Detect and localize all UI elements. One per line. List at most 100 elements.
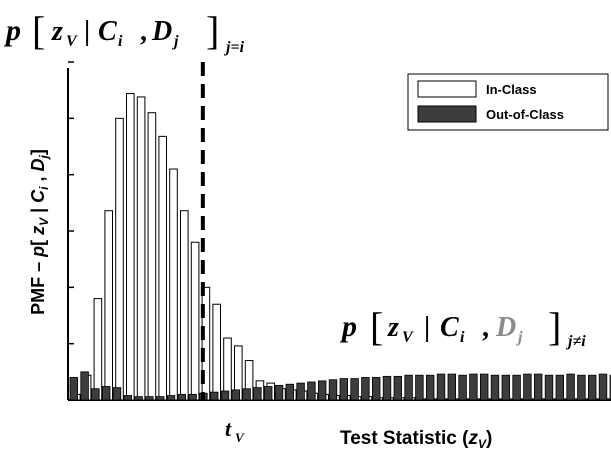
in-class-annotation: p [ z V | C i , D j ] j=i — [3, 8, 245, 56]
in-class-bars — [72, 93, 610, 401]
svg-text:,: , — [140, 16, 147, 47]
y-axis-ticks — [68, 61, 74, 345]
out-of-class-bar — [145, 396, 154, 401]
out-of-class-bar — [231, 389, 240, 401]
out-of-class-bar — [479, 373, 489, 401]
svg-text:D: D — [151, 16, 172, 47]
svg-text:V: V — [66, 33, 78, 50]
in-class-bar — [147, 112, 157, 401]
out-of-class-bar — [285, 383, 294, 401]
out-of-class-bar — [188, 393, 197, 401]
out-of-class-bar — [393, 375, 402, 401]
out-of-class-bar — [102, 386, 111, 401]
out-of-class-bar — [350, 378, 359, 401]
legend-label-out-of-class: Out-of-Class — [486, 107, 564, 122]
out-of-class-bar — [415, 374, 424, 401]
svg-text:[: [ — [370, 304, 383, 349]
out-of-class-bar — [404, 374, 413, 401]
svg-text:j: j — [515, 329, 523, 346]
out-of-class-bar — [501, 374, 510, 401]
out-of-class-bar — [566, 373, 575, 401]
out-of-class-bar — [436, 373, 446, 401]
svg-text:]: ] — [206, 8, 219, 53]
out-of-class-bar — [307, 381, 316, 401]
out-of-class-bar — [523, 373, 532, 401]
legend-swatch-in-class — [417, 80, 477, 98]
svg-text:i: i — [460, 329, 465, 346]
svg-text:]: ] — [548, 304, 561, 349]
out-of-class-bar — [177, 393, 186, 401]
legend-swatch-out-of-class — [417, 105, 477, 123]
out-of-class-bar — [447, 373, 456, 401]
svg-text:p: p — [3, 14, 21, 47]
out-of-class-bar — [112, 387, 122, 401]
svg-text:Test Statistic (zV): Test Statistic (zV) — [340, 428, 492, 451]
out-of-class-bar — [469, 373, 478, 401]
in-class-bar — [158, 135, 167, 401]
out-of-class-bar — [166, 395, 176, 401]
svg-text:j: j — [171, 33, 179, 50]
in-class-bar — [104, 210, 114, 401]
out-of-class-bar — [253, 387, 262, 401]
out-of-class-bar — [544, 374, 554, 401]
svg-text:,: , — [482, 312, 489, 343]
out-of-class-bar — [382, 375, 392, 401]
svg-text:|: | — [424, 312, 430, 343]
y-axis-label: PMF – p[ zV | Ci , Dj] — [28, 149, 51, 315]
out-of-class-bar — [220, 390, 230, 401]
out-of-class-bar — [91, 388, 100, 401]
in-class-bar — [136, 96, 146, 401]
out-of-class-bar — [274, 384, 284, 401]
svg-text:i: i — [118, 33, 123, 50]
out-of-class-bar — [328, 379, 338, 401]
in-class-bar — [180, 210, 189, 401]
out-of-class-bar — [577, 374, 586, 401]
svg-text:V: V — [402, 329, 414, 346]
legend: In-Class Out-of-Class — [407, 73, 609, 131]
svg-text:|: | — [84, 16, 90, 47]
svg-text:j=i: j=i — [223, 39, 245, 56]
out-of-class-bar — [361, 377, 370, 401]
out-of-class-bars — [69, 371, 611, 401]
svg-text:C: C — [98, 16, 117, 47]
out-of-class-bar — [371, 377, 381, 401]
out-of-class-bar — [263, 386, 273, 401]
svg-text:[: [ — [32, 8, 45, 53]
out-of-class-bar — [588, 374, 597, 401]
out-of-class-bar — [123, 395, 132, 401]
svg-text:t: t — [225, 416, 232, 441]
legend-label-in-class: In-Class — [486, 82, 537, 97]
threshold-label: t V — [225, 416, 245, 445]
out-of-class-bar — [512, 374, 521, 401]
svg-text:PMF – p[ zV | Ci , Dj]: PMF – p[ zV | Ci , Dj] — [28, 149, 51, 315]
out-of-class-bar — [534, 373, 543, 401]
svg-text:C: C — [440, 312, 459, 343]
out-of-class-bar — [80, 371, 89, 401]
in-class-bar — [212, 303, 221, 401]
out-of-class-bar — [317, 380, 327, 401]
out-class-annotation: p [ z V | C i , D j ] j≠i — [339, 304, 586, 350]
svg-text:D: D — [495, 312, 516, 343]
in-class-bar — [169, 168, 178, 401]
out-of-class-bar — [598, 373, 608, 401]
out-of-class-bar — [555, 374, 564, 401]
out-of-class-bar — [296, 382, 305, 401]
out-of-class-bar — [134, 396, 143, 401]
out-of-class-bar — [490, 374, 500, 401]
svg-text:V: V — [235, 430, 245, 445]
out-of-class-bar — [425, 374, 435, 401]
svg-text:z: z — [51, 16, 63, 47]
out-of-class-bar — [155, 396, 165, 401]
in-class-bar — [115, 117, 124, 401]
svg-text:p: p — [339, 310, 357, 343]
x-axis-label: Test Statistic (zV) — [340, 428, 492, 451]
in-class-bar — [93, 298, 103, 401]
in-class-bar — [190, 241, 200, 401]
out-of-class-bar — [339, 378, 348, 401]
out-of-class-bar — [209, 391, 219, 401]
svg-text:z: z — [387, 312, 399, 343]
in-class-bar — [126, 93, 135, 401]
out-of-class-bar — [458, 374, 467, 401]
svg-text:j≠i: j≠i — [565, 333, 586, 350]
